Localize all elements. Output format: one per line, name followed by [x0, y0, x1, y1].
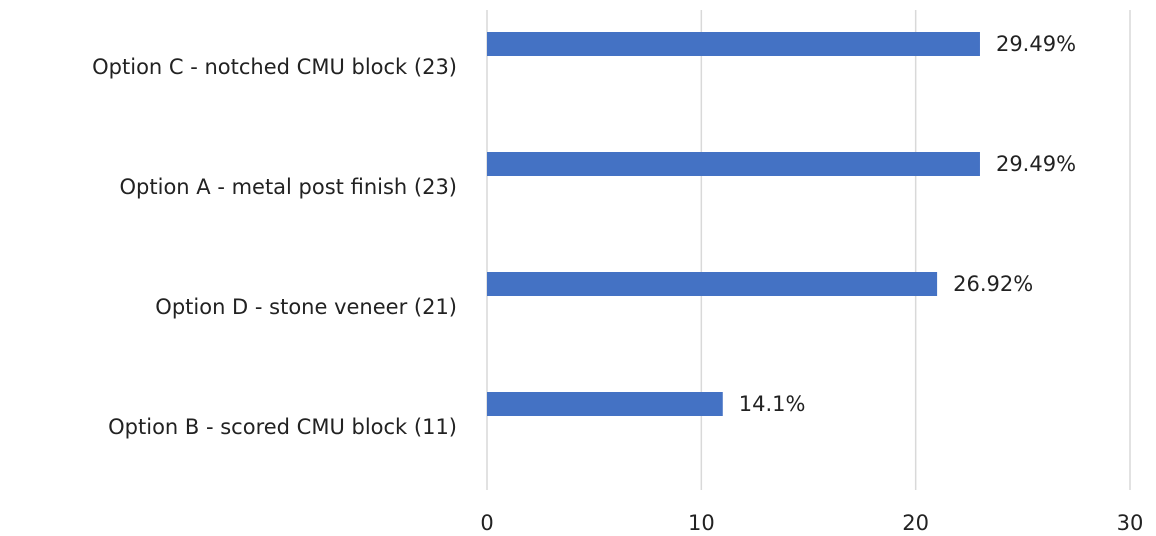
x-tick-label: 0 — [480, 511, 493, 535]
y-tick-label: Option A - metal post finish (23) — [120, 175, 457, 199]
x-tick-label: 20 — [902, 511, 929, 535]
bar — [487, 152, 980, 176]
bar — [487, 392, 723, 416]
x-tick-label: 10 — [688, 511, 715, 535]
data-label: 29.49% — [996, 32, 1076, 56]
y-tick-label: Option B - scored CMU block (11) — [108, 415, 457, 439]
bar — [487, 32, 980, 56]
data-label: 14.1% — [739, 392, 806, 416]
bar — [487, 272, 938, 296]
x-tick-label: 30 — [1117, 511, 1144, 535]
data-label: 26.92% — [953, 272, 1033, 296]
y-tick-label: Option C - notched CMU block (23) — [92, 55, 457, 79]
y-tick-label: Option D - stone veneer (21) — [155, 295, 457, 319]
data-label: 29.49% — [996, 152, 1076, 176]
